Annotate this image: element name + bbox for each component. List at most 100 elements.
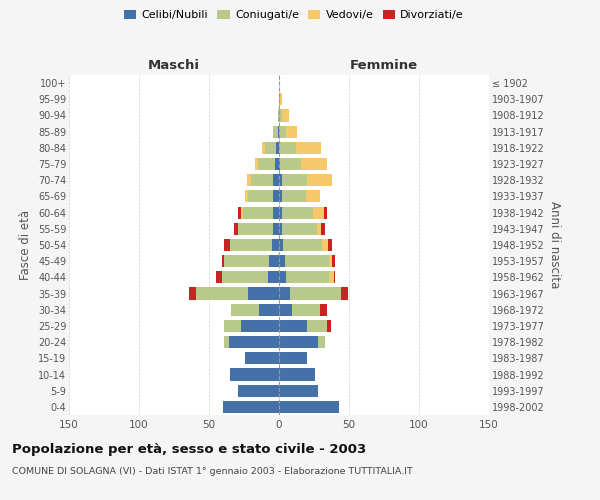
Y-axis label: Fasce di età: Fasce di età bbox=[19, 210, 32, 280]
Bar bbox=[320, 304, 326, 316]
Bar bbox=[307, 174, 332, 186]
Bar bbox=[274, 206, 279, 218]
Bar bbox=[224, 336, 229, 348]
Bar bbox=[234, 222, 238, 235]
Bar bbox=[313, 206, 324, 218]
Bar bbox=[279, 174, 282, 186]
Bar bbox=[245, 352, 279, 364]
Bar bbox=[279, 93, 280, 106]
Legend: Celibi/Nubili, Coniugati/e, Vedovi/e, Divorziati/e: Celibi/Nubili, Coniugati/e, Vedovi/e, Di… bbox=[119, 6, 469, 25]
Bar bbox=[224, 239, 230, 251]
Bar bbox=[274, 126, 278, 138]
Bar bbox=[279, 352, 307, 364]
Bar bbox=[247, 174, 251, 186]
Bar bbox=[279, 110, 282, 122]
Bar bbox=[258, 158, 275, 170]
Bar bbox=[242, 206, 274, 218]
Bar bbox=[329, 272, 334, 283]
Bar bbox=[221, 272, 268, 283]
Bar bbox=[279, 384, 318, 397]
Bar bbox=[279, 336, 318, 348]
Bar bbox=[282, 174, 307, 186]
Bar bbox=[238, 384, 279, 397]
Bar bbox=[238, 206, 241, 218]
Bar bbox=[232, 304, 259, 316]
Bar bbox=[282, 222, 317, 235]
Bar bbox=[241, 206, 242, 218]
Bar bbox=[282, 110, 289, 122]
Bar bbox=[279, 206, 282, 218]
Bar bbox=[279, 142, 296, 154]
Bar bbox=[318, 336, 325, 348]
Bar bbox=[274, 174, 279, 186]
Bar bbox=[286, 272, 329, 283]
Bar bbox=[341, 288, 347, 300]
Bar bbox=[255, 158, 258, 170]
Bar bbox=[229, 336, 279, 348]
Bar bbox=[279, 368, 316, 380]
Bar bbox=[286, 126, 297, 138]
Bar bbox=[274, 190, 279, 202]
Bar bbox=[251, 174, 274, 186]
Bar bbox=[301, 158, 326, 170]
Bar bbox=[216, 272, 221, 283]
Text: Popolazione per età, sesso e stato civile - 2003: Popolazione per età, sesso e stato civil… bbox=[12, 442, 366, 456]
Bar bbox=[223, 401, 279, 413]
Bar bbox=[280, 93, 282, 106]
Bar bbox=[245, 190, 248, 202]
Bar bbox=[305, 190, 320, 202]
Bar bbox=[279, 158, 280, 170]
Bar bbox=[328, 239, 332, 251]
Bar bbox=[279, 239, 283, 251]
Bar bbox=[274, 222, 279, 235]
Bar bbox=[196, 288, 248, 300]
Bar bbox=[190, 288, 196, 300]
Bar bbox=[276, 142, 279, 154]
Bar bbox=[241, 320, 279, 332]
Bar bbox=[324, 206, 326, 218]
Bar bbox=[279, 288, 290, 300]
Bar bbox=[279, 401, 339, 413]
Text: COMUNE DI SOLAGNA (VI) - Dati ISTAT 1° gennaio 2003 - Elaborazione TUTTITALIA.IT: COMUNE DI SOLAGNA (VI) - Dati ISTAT 1° g… bbox=[12, 468, 413, 476]
Bar bbox=[284, 255, 329, 268]
Bar bbox=[279, 272, 286, 283]
Bar bbox=[280, 158, 301, 170]
Bar bbox=[322, 239, 328, 251]
Bar bbox=[279, 222, 282, 235]
Bar bbox=[334, 272, 335, 283]
Bar bbox=[262, 142, 265, 154]
Y-axis label: Anni di nascita: Anni di nascita bbox=[548, 202, 562, 288]
Bar bbox=[282, 190, 305, 202]
Bar bbox=[292, 304, 320, 316]
Bar bbox=[221, 255, 224, 268]
Bar bbox=[326, 320, 331, 332]
Bar bbox=[321, 222, 325, 235]
Bar bbox=[279, 126, 286, 138]
Bar bbox=[296, 142, 321, 154]
Bar bbox=[278, 126, 279, 138]
Bar bbox=[279, 304, 292, 316]
Bar bbox=[248, 288, 279, 300]
Text: Femmine: Femmine bbox=[350, 59, 418, 72]
Bar bbox=[329, 255, 332, 268]
Bar bbox=[248, 190, 274, 202]
Bar bbox=[268, 272, 279, 283]
Bar bbox=[279, 190, 282, 202]
Bar bbox=[238, 222, 274, 235]
Bar bbox=[282, 206, 313, 218]
Bar bbox=[279, 255, 284, 268]
Bar bbox=[265, 142, 276, 154]
Bar bbox=[278, 110, 279, 122]
Bar bbox=[283, 239, 322, 251]
Bar bbox=[230, 368, 279, 380]
Bar bbox=[275, 158, 279, 170]
Bar bbox=[269, 255, 279, 268]
Bar bbox=[279, 320, 307, 332]
Text: Maschi: Maschi bbox=[148, 59, 200, 72]
Bar bbox=[317, 222, 321, 235]
Bar bbox=[259, 304, 279, 316]
Bar bbox=[307, 320, 326, 332]
Bar bbox=[230, 239, 272, 251]
Bar bbox=[332, 255, 335, 268]
Bar bbox=[272, 239, 279, 251]
